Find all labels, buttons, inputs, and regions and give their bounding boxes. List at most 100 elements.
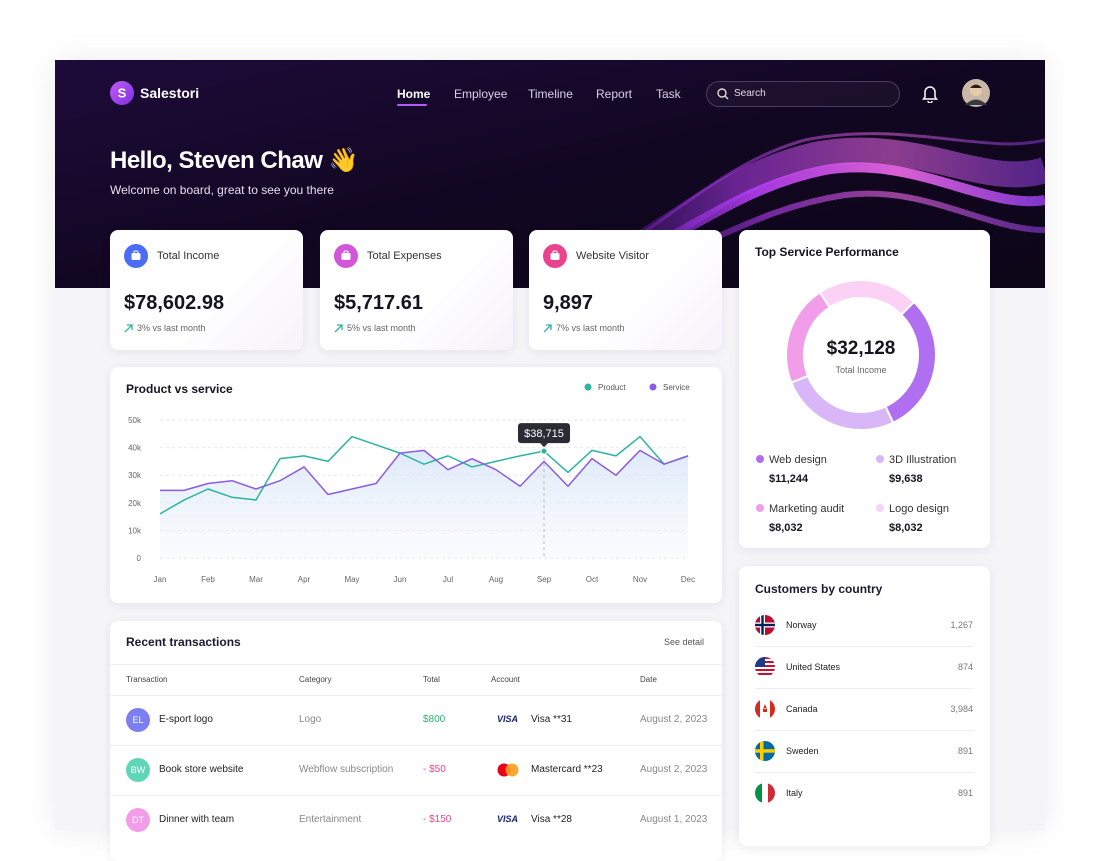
x-tick-label: Mar (249, 575, 263, 584)
transaction-name: E-sport logo (159, 714, 213, 725)
transaction-account: Visa **28 (531, 814, 572, 825)
nav-item[interactable]: Home (397, 87, 431, 101)
country-name: Italy (786, 788, 803, 798)
stat-icon (334, 244, 358, 268)
divider (755, 688, 974, 689)
stat-value: 9,897 (543, 292, 594, 314)
series-line (159, 435, 689, 515)
notification-bell[interactable] (921, 84, 939, 103)
stat-value: $5,717.61 (334, 292, 423, 314)
chart-title: Top Service Performance (755, 245, 899, 259)
x-tick-label: Apr (298, 575, 311, 584)
legend-label: Web design (769, 454, 827, 466)
search-box[interactable]: Search (706, 81, 900, 107)
tooltip-box (518, 423, 570, 444)
donut-segment (785, 290, 832, 384)
card-brand: VISA (497, 714, 519, 724)
search-icon (717, 88, 729, 100)
transaction-date: August 2, 2023 (640, 714, 708, 725)
transaction-total: - $150 (423, 814, 452, 825)
divider (755, 730, 974, 731)
donut-center-label: Total Income (835, 365, 886, 375)
country-flag (755, 783, 775, 803)
trend-arrow (124, 324, 133, 333)
country-flag (755, 741, 775, 761)
legend-label: Product (598, 383, 626, 392)
column-header: Transaction (126, 675, 168, 684)
search-placeholder: Search (734, 88, 766, 99)
column-header: Category (299, 675, 332, 684)
transaction-date: August 2, 2023 (640, 764, 708, 775)
x-tick-label: Feb (201, 575, 215, 584)
nav-active-indicator (397, 104, 427, 106)
divider (110, 695, 722, 696)
legend-label: Marketing audit (769, 503, 844, 515)
nav-item[interactable]: Timeline (528, 87, 573, 101)
line-chart-card: Product vs service 0 10k 20k 30k 40k 50k Jan Feb… (110, 367, 722, 603)
legend-swatch (756, 504, 764, 512)
transaction-category: Entertainment (299, 814, 362, 825)
stat-card: Total Expenses $5,717.61 5% vs last month (320, 230, 513, 350)
legend-label: Service (663, 383, 690, 392)
legend-swatch (756, 455, 764, 463)
stat-change: 5% vs last month (347, 323, 416, 333)
line-chart: Product vs service 0 10k 20k 30k 40k 50k Jan Feb… (126, 382, 695, 584)
country-value: 891 (957, 746, 973, 756)
see-detail-link[interactable]: See detail (664, 637, 705, 647)
country-flag (755, 699, 775, 719)
divider (755, 646, 974, 647)
legend-swatch (649, 383, 657, 391)
tooltip-point (540, 447, 548, 455)
x-tick-label: Dec (681, 575, 695, 584)
x-tick-label: Jan (154, 575, 167, 584)
stat-card: Website Visitor 9,897 7% vs last month (529, 230, 722, 350)
brand-name[interactable]: Salestori (140, 85, 200, 101)
y-tick-label: 50k (128, 416, 142, 425)
stat-label: Website Visitor (576, 250, 649, 262)
x-tick-label: Nov (633, 575, 647, 584)
divider (755, 772, 974, 773)
x-tick-label: Jun (394, 575, 407, 584)
legend-value: $8,032 (769, 522, 803, 534)
transaction-category: Logo (299, 714, 322, 725)
transactions-card (110, 621, 722, 861)
transaction-date: August 1, 2023 (640, 814, 708, 825)
stat-change: 3% vs last month (137, 323, 206, 333)
country-flag (755, 657, 775, 677)
country-name: United States (786, 662, 841, 672)
stat-change: 7% vs last month (556, 323, 625, 333)
x-tick-label: Aug (489, 575, 503, 584)
nav-item[interactable]: Task (656, 87, 681, 101)
stat-icon (543, 244, 567, 268)
customers-title: Customers by country (755, 582, 883, 596)
donut-chart: Top Service Performance $32,128 Total Inco… (755, 245, 956, 534)
donut-segment (818, 279, 916, 317)
legend-label: 3D Illustration (889, 454, 956, 466)
series-area (160, 450, 688, 558)
transaction-total: - $50 (423, 764, 446, 775)
nav-item[interactable]: Report (596, 87, 633, 101)
trend-arrow (543, 324, 552, 333)
x-tick-label: May (344, 575, 359, 584)
transaction-account: Visa **31 (531, 714, 572, 725)
stat-label: Total Income (157, 250, 220, 262)
user-avatar[interactable] (962, 79, 990, 107)
divider (110, 664, 722, 665)
x-tick-label: Oct (586, 575, 599, 584)
row-avatar: BW (126, 758, 150, 782)
column-header: Date (640, 675, 657, 684)
y-tick-label: 30k (128, 471, 142, 480)
donut-segment (789, 374, 895, 431)
nav-item[interactable]: Employee (454, 87, 508, 101)
row-avatar: EL (126, 708, 150, 732)
y-tick-label: 10k (128, 526, 142, 535)
chart-title: Product vs service (126, 382, 233, 396)
trend-arrow (334, 324, 343, 333)
stat-card: Total Income $78,602.98 3% vs last month (110, 230, 303, 350)
divider (110, 795, 722, 796)
transaction-name: Book store website (159, 764, 244, 775)
y-tick-label: 0 (137, 554, 142, 563)
divider (110, 745, 722, 746)
row-avatar: DT (126, 808, 150, 832)
x-tick-label: Jul (443, 575, 453, 584)
